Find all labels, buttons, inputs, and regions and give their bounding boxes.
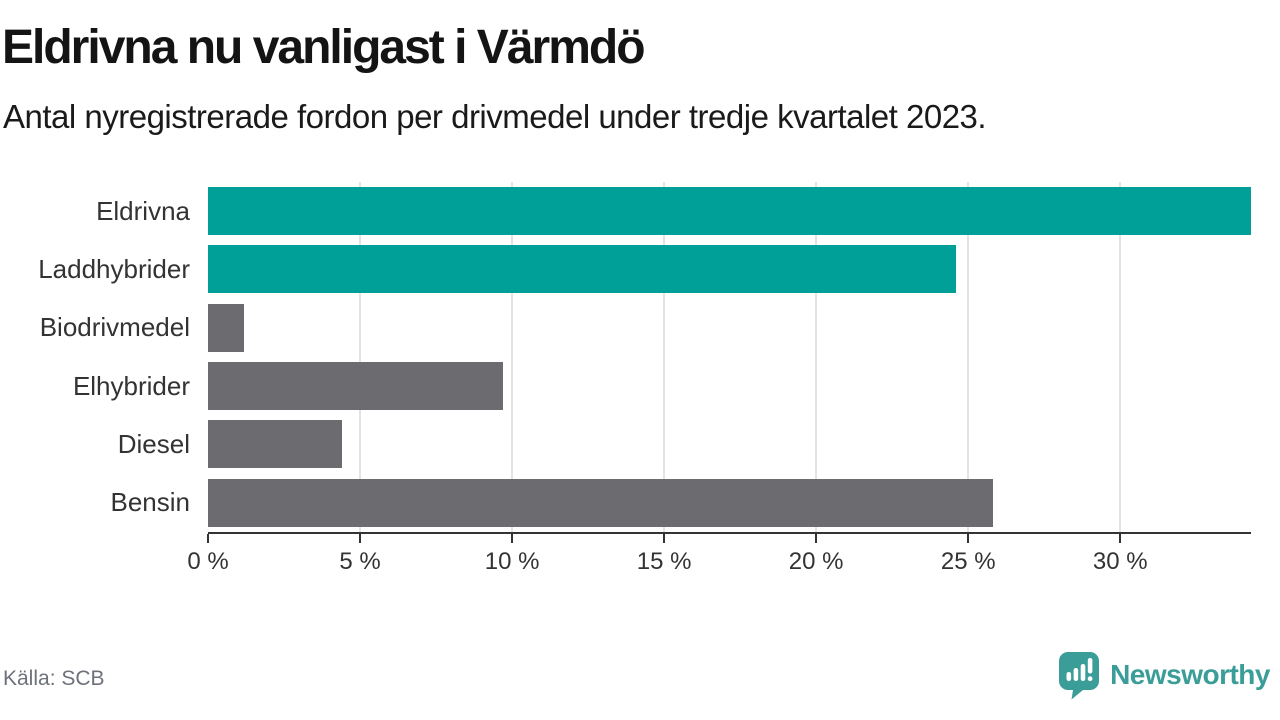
category-label-diesel: Diesel — [117, 428, 190, 459]
bar-biodrivmedel — [208, 303, 245, 352]
gridline-20 — [815, 182, 818, 532]
gridline-15 — [663, 182, 666, 532]
horizontal-bar-chart: Eldrivna Laddhybrider Biodrivmedel Elhybrid… — [0, 182, 1251, 602]
bars-layer — [208, 182, 1251, 532]
chart-subtitle: Antal nyregistrerade fordon per drivmede… — [3, 98, 987, 135]
bar-row-bensin — [208, 474, 1251, 532]
gridline-10 — [511, 182, 514, 532]
category-label-laddhybrider: Laddhybrider — [38, 253, 190, 284]
x-tick-label-10: 10 % — [484, 548, 540, 575]
bar-row-diesel — [208, 415, 1251, 473]
gridline-5 — [359, 182, 362, 532]
x-tick-label-0: 0 % — [187, 548, 229, 575]
brand-name: Newsworthy — [1110, 659, 1270, 690]
x-tick-label-15: 15 % — [636, 548, 692, 575]
x-tick-0 — [207, 534, 209, 543]
bar-row-biodrivmedel — [208, 299, 1251, 357]
x-tick-label-20: 20 % — [788, 548, 844, 575]
x-tick-label-5: 5 % — [339, 548, 381, 575]
x-tick-30 — [1119, 534, 1122, 543]
bar-bensin — [208, 478, 993, 527]
plot-area: 0 % 5 % 10 % 15 % 20 % 25 % 30 % — [187, 182, 1251, 575]
category-axis: Eldrivna Laddhybrider Biodrivmedel Elhybrid… — [0, 182, 190, 532]
x-tick-5 — [359, 534, 362, 543]
newsworthy-speech-bubble-icon — [1059, 652, 1100, 700]
x-axis-line — [208, 532, 1251, 534]
gridline-25 — [967, 182, 970, 532]
x-tick-label-30: 30 % — [1092, 548, 1148, 575]
x-tick-label-25: 25 % — [940, 548, 996, 575]
bar-row-elhybrider — [208, 357, 1251, 415]
bar-row-eldrivna — [208, 182, 1251, 240]
chart-title: Eldrivna nu vanligast i Värmdö — [2, 21, 646, 74]
bar-elhybrider — [208, 362, 503, 411]
x-tick-15 — [663, 534, 666, 543]
category-label-biodrivmedel: Biodrivmedel — [39, 312, 190, 343]
bar-diesel — [208, 420, 342, 469]
bar-row-laddhybrider — [208, 240, 1251, 298]
category-label-bensin: Bensin — [110, 487, 191, 518]
category-label-elhybrider: Elhybrider — [72, 370, 190, 401]
brand-logo: Newsworthy — [1057, 650, 1270, 700]
x-tick-20 — [815, 534, 818, 543]
source-note: Källa: SCB — [3, 667, 105, 690]
bar-laddhybrider — [208, 245, 957, 294]
bar-eldrivna — [208, 187, 1251, 236]
category-label-eldrivna: Eldrivna — [96, 195, 190, 226]
x-tick-25 — [967, 534, 970, 543]
x-tick-10 — [511, 534, 514, 543]
gridline-30 — [1119, 182, 1122, 532]
